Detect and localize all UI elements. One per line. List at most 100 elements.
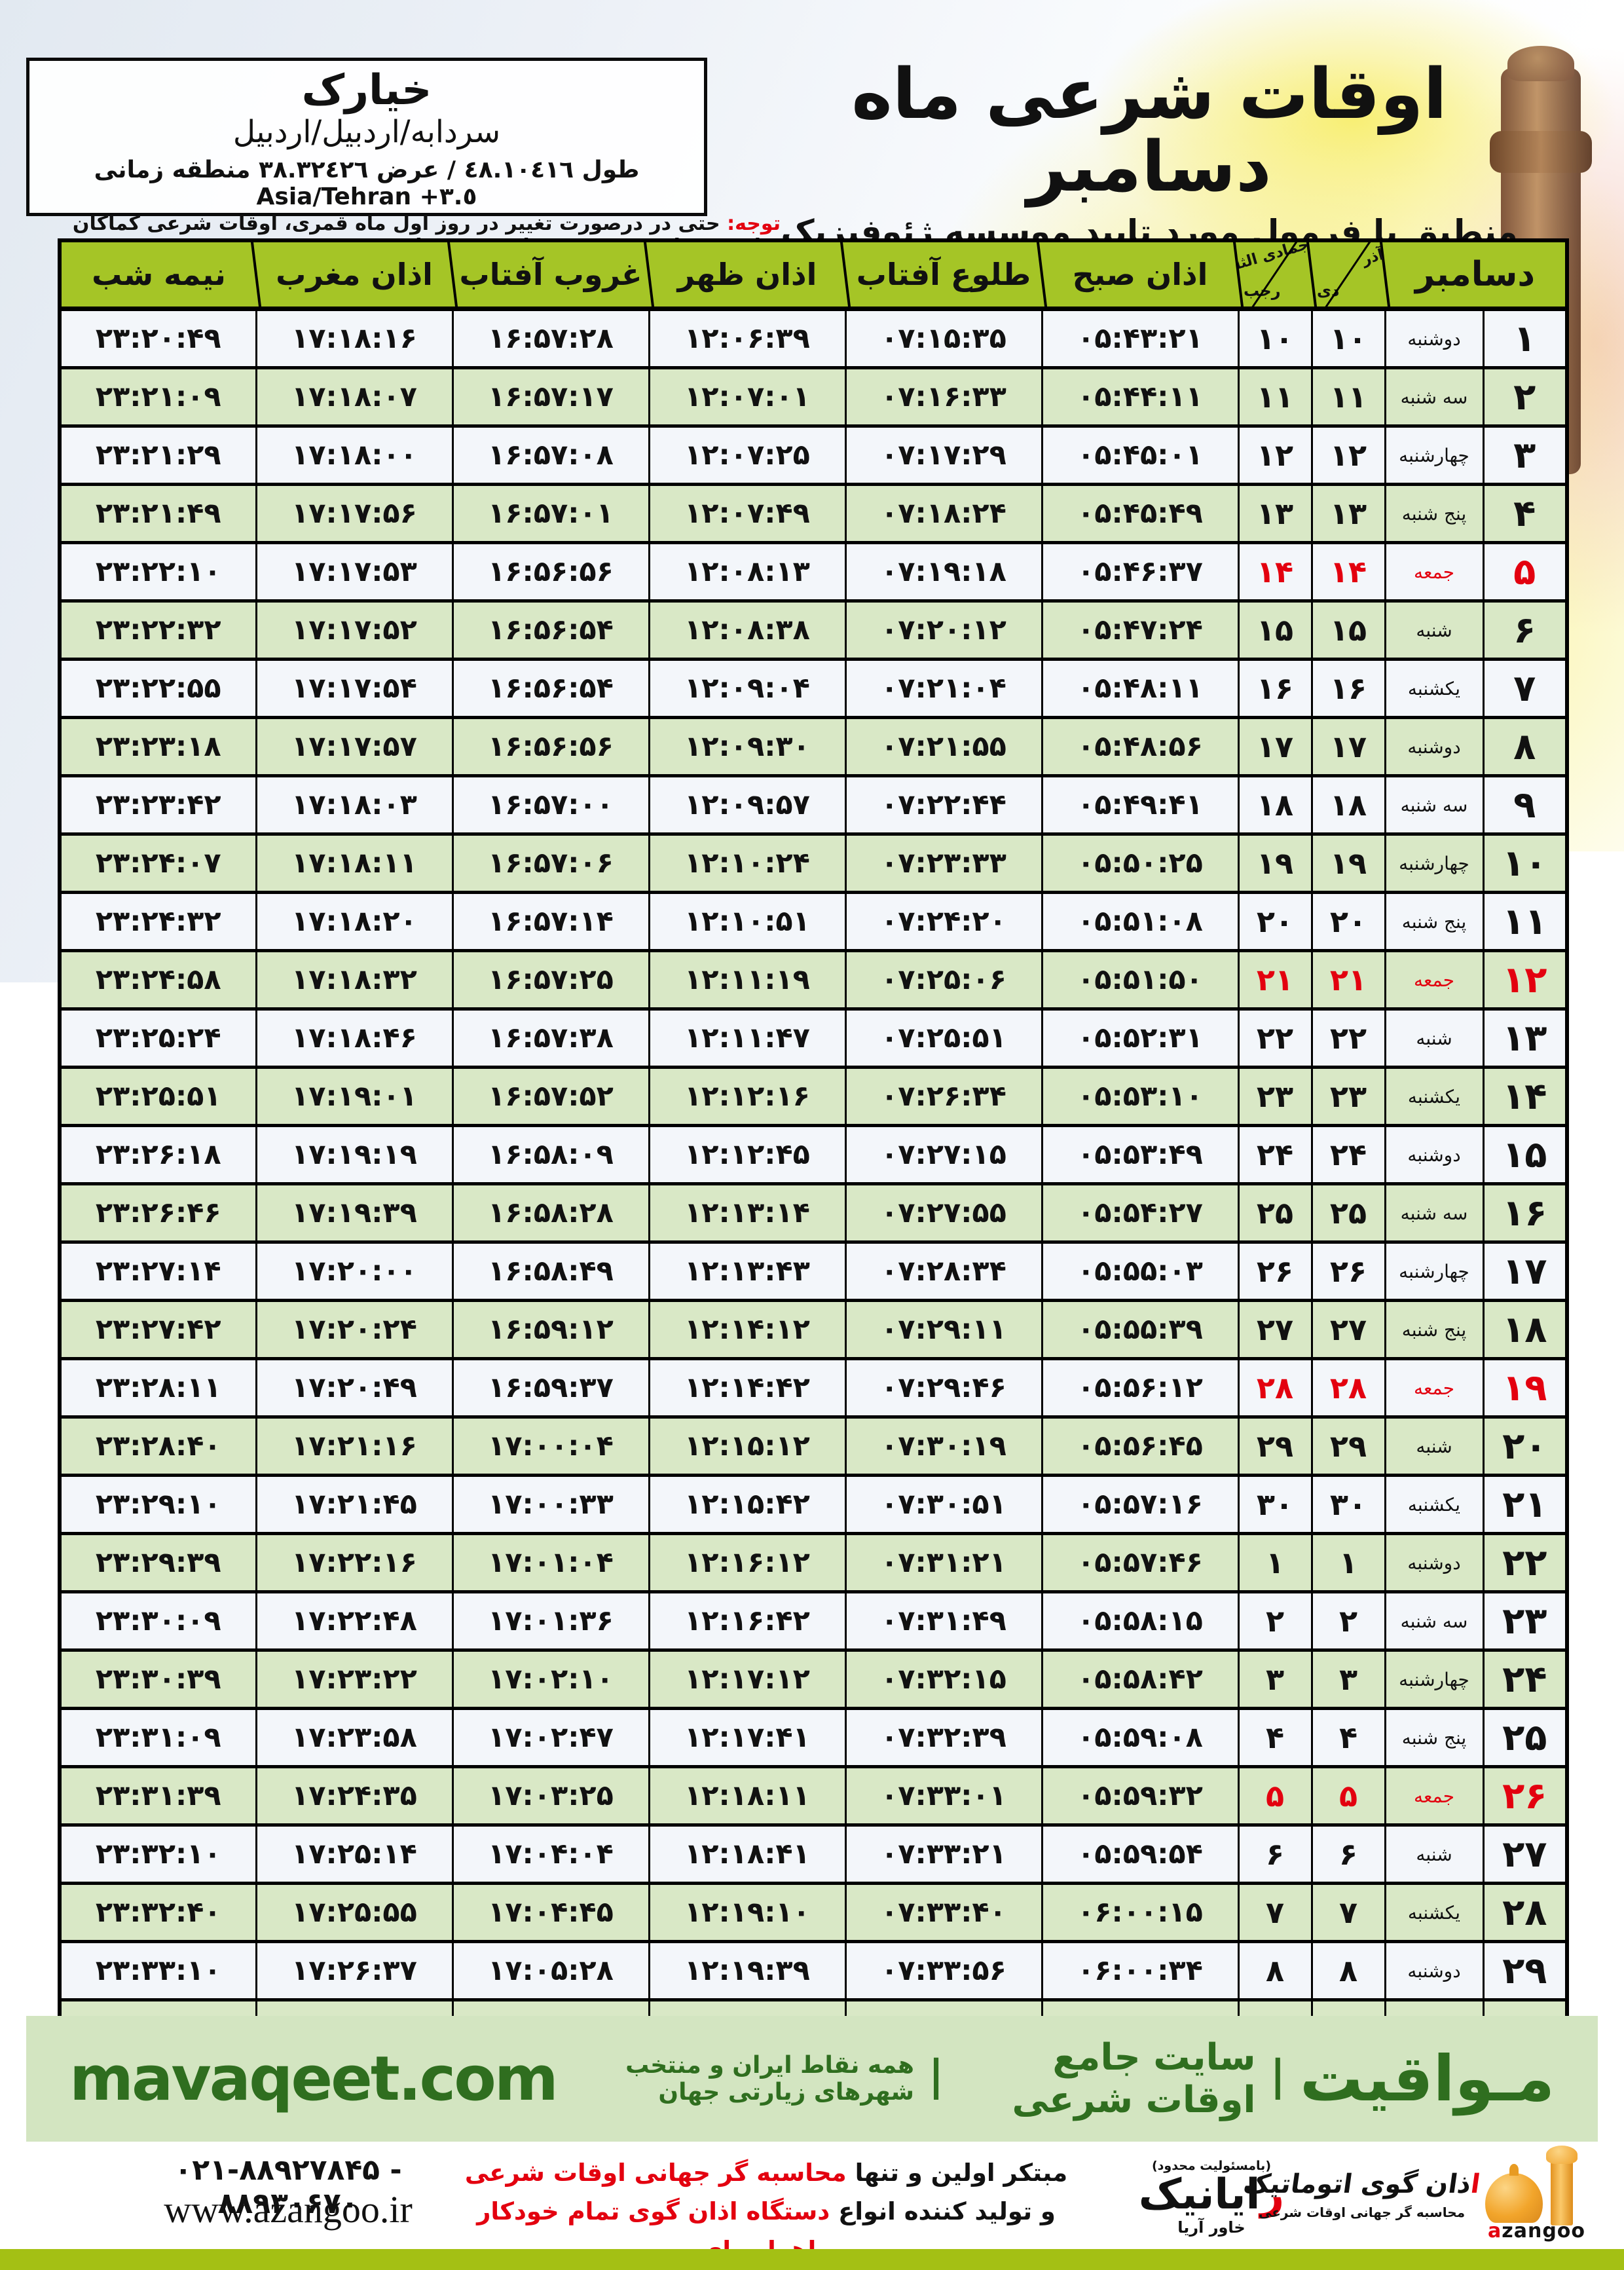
midnight-time: ۲۳:۲۲:۳۲ xyxy=(58,599,257,661)
dhuhr-time: ۱۲:۱۶:۱۲ xyxy=(648,1532,847,1593)
table-row: ۱۲ جمعه ۲۱ ۲۱ ۰۵:۵۱:۵۰ ۰۷:۲۵:۰۶ ۱۲:۱۱:۱۹ ۱۶:۵۷:… xyxy=(58,949,1568,1011)
hijri-day: ۱۴ xyxy=(1237,541,1313,603)
sunrise-time: ۰۷:۱۹:۱۸ xyxy=(844,541,1043,603)
maghrib-time: ۱۷:۲۳:۵۸ xyxy=(255,1707,454,1768)
weekday: چهارشنبه xyxy=(1384,1648,1485,1710)
fajr-time: ۰۵:۴۸:۵۶ xyxy=(1041,716,1240,777)
promo-line-1: مبتکر اولین و تنها محاسبه گر جهانی اوقات… xyxy=(458,2153,1074,2192)
midnight-time: ۲۳:۲۷:۴۲ xyxy=(58,1299,257,1360)
day-number: ۵ xyxy=(1482,541,1568,603)
fajr-time: ۰۶:۰۰:۳۴ xyxy=(1041,1940,1240,2001)
table-row: ۷ یکشنبه ۱۶ ۱۶ ۰۵:۴۸:۱۱ ۰۷:۲۱:۰۴ ۱۲:۰۹:۰۴ ۱۶:۵۶… xyxy=(58,658,1568,719)
hijri-day: ۱۲ xyxy=(1237,424,1313,486)
sunset-time: ۱۶:۵۷:۱۴ xyxy=(451,891,650,952)
day-number: ۴ xyxy=(1482,483,1568,544)
rayanik-rest: ایانیک xyxy=(1138,2170,1261,2219)
sunrise-time: ۰۷:۳۲:۳۹ xyxy=(844,1707,1043,1768)
day-number: ۲۸ xyxy=(1482,1882,1568,1943)
jalali-day: ۱۲ xyxy=(1310,424,1386,486)
sunset-time: ۱۷:۰۴:۴۵ xyxy=(451,1882,650,1943)
fajr-time: ۰۵:۵۳:۴۹ xyxy=(1041,1124,1240,1185)
hijri-day: ۷ xyxy=(1237,1882,1313,1943)
day-number: ۹ xyxy=(1482,774,1568,836)
rayanik-logo: (بامسئولیت محدود) رایانیک خاور آریا xyxy=(1113,2159,1310,2237)
day-number: ۲۳ xyxy=(1482,1590,1568,1652)
dhuhr-time: ۱۲:۱۲:۴۵ xyxy=(648,1124,847,1185)
col-header-fajr: اذان صبح xyxy=(1042,240,1238,311)
dhuhr-time: ۱۲:۱۳:۱۴ xyxy=(648,1182,847,1244)
hijri-day: ۱۵ xyxy=(1237,599,1313,661)
jalali-day: ۷ xyxy=(1310,1882,1386,1943)
sunset-time: ۱۶:۵۹:۱۲ xyxy=(451,1299,650,1360)
dhuhr-time: ۱۲:۱۵:۴۲ xyxy=(648,1474,847,1535)
jalali-day: ۳ xyxy=(1310,1648,1386,1710)
hijri-day: ۸ xyxy=(1237,1940,1313,2001)
rayanik-wordmark: رایانیک xyxy=(1113,2170,1310,2219)
midnight-time: ۲۳:۳۲:۴۰ xyxy=(58,1882,257,1943)
dhuhr-time: ۱۲:۱۹:۱۰ xyxy=(648,1882,847,1943)
dhuhr-time: ۱۲:۱۰:۲۴ xyxy=(648,832,847,894)
dhuhr-time: ۱۲:۱۸:۱۱ xyxy=(648,1765,847,1827)
maghrib-time: ۱۷:۲۵:۵۵ xyxy=(255,1882,454,1943)
table-row: ۲۶ جمعه ۵ ۵ ۰۵:۵۹:۳۲ ۰۷:۳۳:۰۱ ۱۲:۱۸:۱۱ ۱۷:۰۳:۲۵… xyxy=(58,1765,1568,1827)
day-number: ۲۱ xyxy=(1482,1474,1568,1535)
sunrise-time: ۰۷:۳۳:۵۶ xyxy=(844,1940,1043,2001)
sunrise-time: ۰۷:۲۱:۵۵ xyxy=(844,716,1043,777)
col-header-december: دسامبر xyxy=(1385,240,1567,311)
fajr-time: ۰۵:۵۶:۱۲ xyxy=(1041,1357,1240,1419)
sunrise-time: ۰۷:۲۳:۳۳ xyxy=(844,832,1043,894)
sunrise-time: ۰۷:۱۶:۳۳ xyxy=(844,366,1043,428)
fajr-time: ۰۵:۴۸:۱۱ xyxy=(1041,658,1240,719)
weekday: پنج شنبه xyxy=(1384,1707,1485,1768)
hijri-day: ۶ xyxy=(1237,1823,1313,1885)
jalali-day: ۱۴ xyxy=(1310,541,1386,603)
hijri-day: ۳ xyxy=(1237,1648,1313,1710)
sunset-time: ۱۶:۵۸:۲۸ xyxy=(451,1182,650,1244)
sunset-time: ۱۶:۵۸:۰۹ xyxy=(451,1124,650,1185)
maghrib-time: ۱۷:۱۸:۰۳ xyxy=(255,774,454,836)
dhuhr-time: ۱۲:۱۱:۴۷ xyxy=(648,1007,847,1069)
table-row: ۱۱ پنج شنبه ۲۰ ۲۰ ۰۵:۵۱:۰۸ ۰۷:۲۴:۲۰ ۱۲:۱۰:۵۱ ۱۶… xyxy=(58,891,1568,952)
col-header-sunset: غروب آفتاب xyxy=(452,240,649,311)
midnight-time: ۲۳:۲۲:۱۰ xyxy=(58,541,257,603)
midnight-time: ۲۳:۲۳:۱۸ xyxy=(58,716,257,777)
maghrib-time: ۱۷:۱۹:۳۹ xyxy=(255,1182,454,1244)
sunset-time: ۱۶:۵۹:۳۷ xyxy=(451,1357,650,1419)
fajr-time: ۰۶:۰۰:۱۵ xyxy=(1041,1882,1240,1943)
weekday: جمعه xyxy=(1384,541,1485,603)
fajr-time: ۰۵:۴۶:۳۷ xyxy=(1041,541,1240,603)
sunset-time: ۱۶:۵۷:۳۸ xyxy=(451,1007,650,1069)
day-number: ۲۲ xyxy=(1482,1532,1568,1593)
maghrib-time: ۱۷:۱۷:۵۲ xyxy=(255,599,454,661)
table-row: ۵ جمعه ۱۴ ۱۴ ۰۵:۴۶:۳۷ ۰۷:۱۹:۱۸ ۱۲:۰۸:۱۳ ۱۶:۵۶:۵… xyxy=(58,541,1568,603)
maghrib-time: ۱۷:۱۷:۵۷ xyxy=(255,716,454,777)
hijri-day: ۲۰ xyxy=(1237,891,1313,952)
jalali-day: ۳۰ xyxy=(1310,1474,1386,1535)
table-row: ۱۶ سه شنبه ۲۵ ۲۵ ۰۵:۵۴:۲۷ ۰۷:۲۷:۵۵ ۱۲:۱۳:۱۴ ۱۶:… xyxy=(58,1182,1568,1244)
midnight-time: ۲۳:۲۵:۵۱ xyxy=(58,1066,257,1127)
day-number: ۱۱ xyxy=(1482,891,1568,952)
sunset-time: ۱۷:۰۲:۴۷ xyxy=(451,1707,650,1768)
sunrise-time: ۰۷:۲۵:۵۱ xyxy=(844,1007,1043,1069)
jalali-day: ۱۳ xyxy=(1310,483,1386,544)
day-number: ۱۴ xyxy=(1482,1066,1568,1127)
hijri-day: ۱۸ xyxy=(1237,774,1313,836)
location-box: خیارک سردابه/اردبیل/اردبیل طول ٤٨.١٠٤١٦ … xyxy=(26,58,707,216)
jalali-day: ۲۷ xyxy=(1310,1299,1386,1360)
weekday: چهارشنبه xyxy=(1384,832,1485,894)
day-number: ۲ xyxy=(1482,366,1568,428)
jalali-day: ۱۷ xyxy=(1310,716,1386,777)
hijri-day: ۱۷ xyxy=(1237,716,1313,777)
day-number: ۲۰ xyxy=(1482,1415,1568,1477)
day-number: ۸ xyxy=(1482,716,1568,777)
hijri-day: ۲۹ xyxy=(1237,1415,1313,1477)
table-row: ۲ سه شنبه ۱۱ ۱۱ ۰۵:۴۴:۱۱ ۰۷:۱۶:۳۳ ۱۲:۰۷:۰۱ ۱۶:۵… xyxy=(58,366,1568,428)
hijri-day: ۲۷ xyxy=(1237,1299,1313,1360)
separator-bar: | xyxy=(928,2052,944,2100)
maghrib-time: ۱۷:۱۹:۱۹ xyxy=(255,1124,454,1185)
maghrib-time: ۱۷:۲۱:۴۵ xyxy=(255,1474,454,1535)
day-number: ۲۶ xyxy=(1482,1765,1568,1827)
weekday: شنبه xyxy=(1384,1823,1485,1885)
sunrise-time: ۰۷:۲۸:۳۴ xyxy=(844,1240,1043,1302)
midnight-time: ۲۳:۲۱:۲۹ xyxy=(58,424,257,486)
